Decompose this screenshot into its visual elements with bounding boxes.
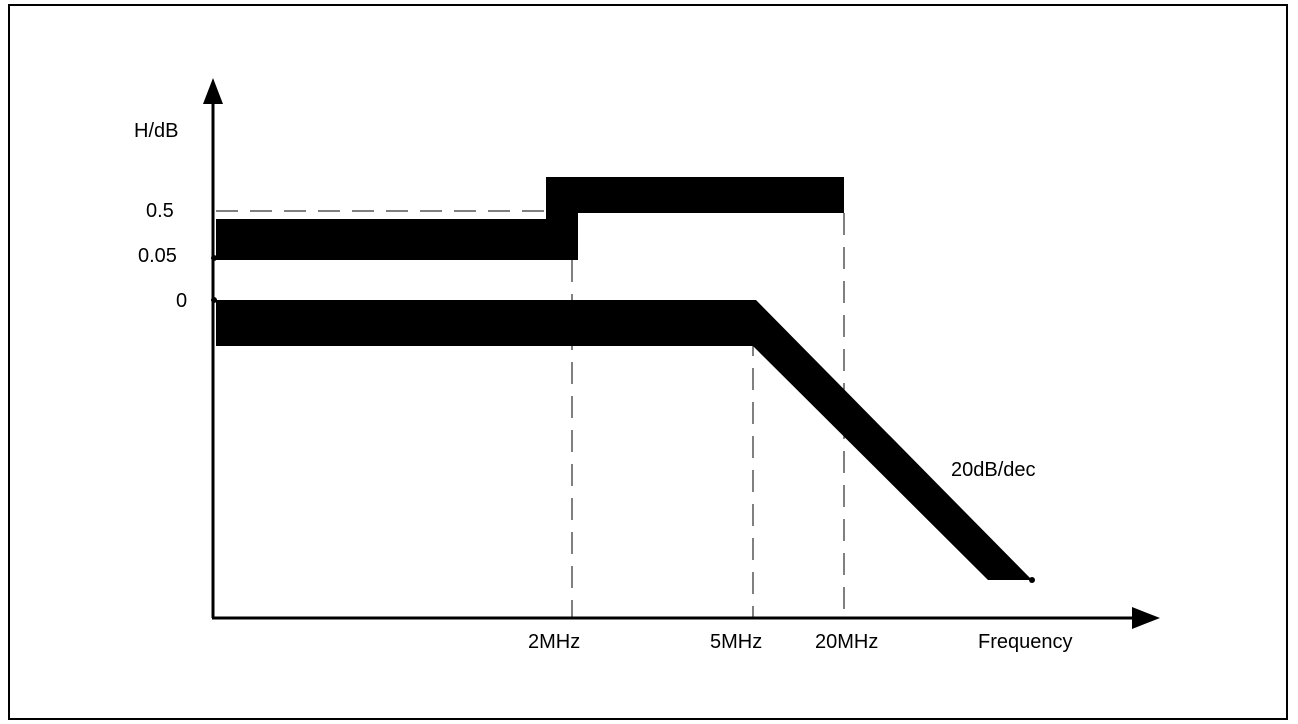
y-tick-0: 0 — [176, 290, 187, 312]
y-axis-label: H/dB — [134, 120, 178, 142]
band-end-dot — [1029, 577, 1035, 583]
x-tick-20mhz: 20MHz — [815, 631, 878, 653]
x-axis-arrow — [1132, 607, 1160, 629]
y-tick-0.05: 0.05 — [138, 245, 177, 267]
y-tick-0.5: 0.5 — [146, 200, 174, 222]
upper-band-low-segment — [216, 177, 844, 260]
slope-annotation: 20dB/dec — [951, 459, 1036, 481]
upper-limit-band — [216, 177, 844, 260]
figure-frame — [8, 4, 1288, 720]
x-tick-2mhz: 2MHz — [528, 631, 580, 653]
x-axis-label: Frequency — [978, 631, 1073, 653]
x-tick-5mhz: 5MHz — [710, 631, 762, 653]
guide-lines — [216, 210, 845, 618]
y-axis-arrow — [203, 78, 223, 104]
lower-limit-band — [216, 300, 1032, 580]
